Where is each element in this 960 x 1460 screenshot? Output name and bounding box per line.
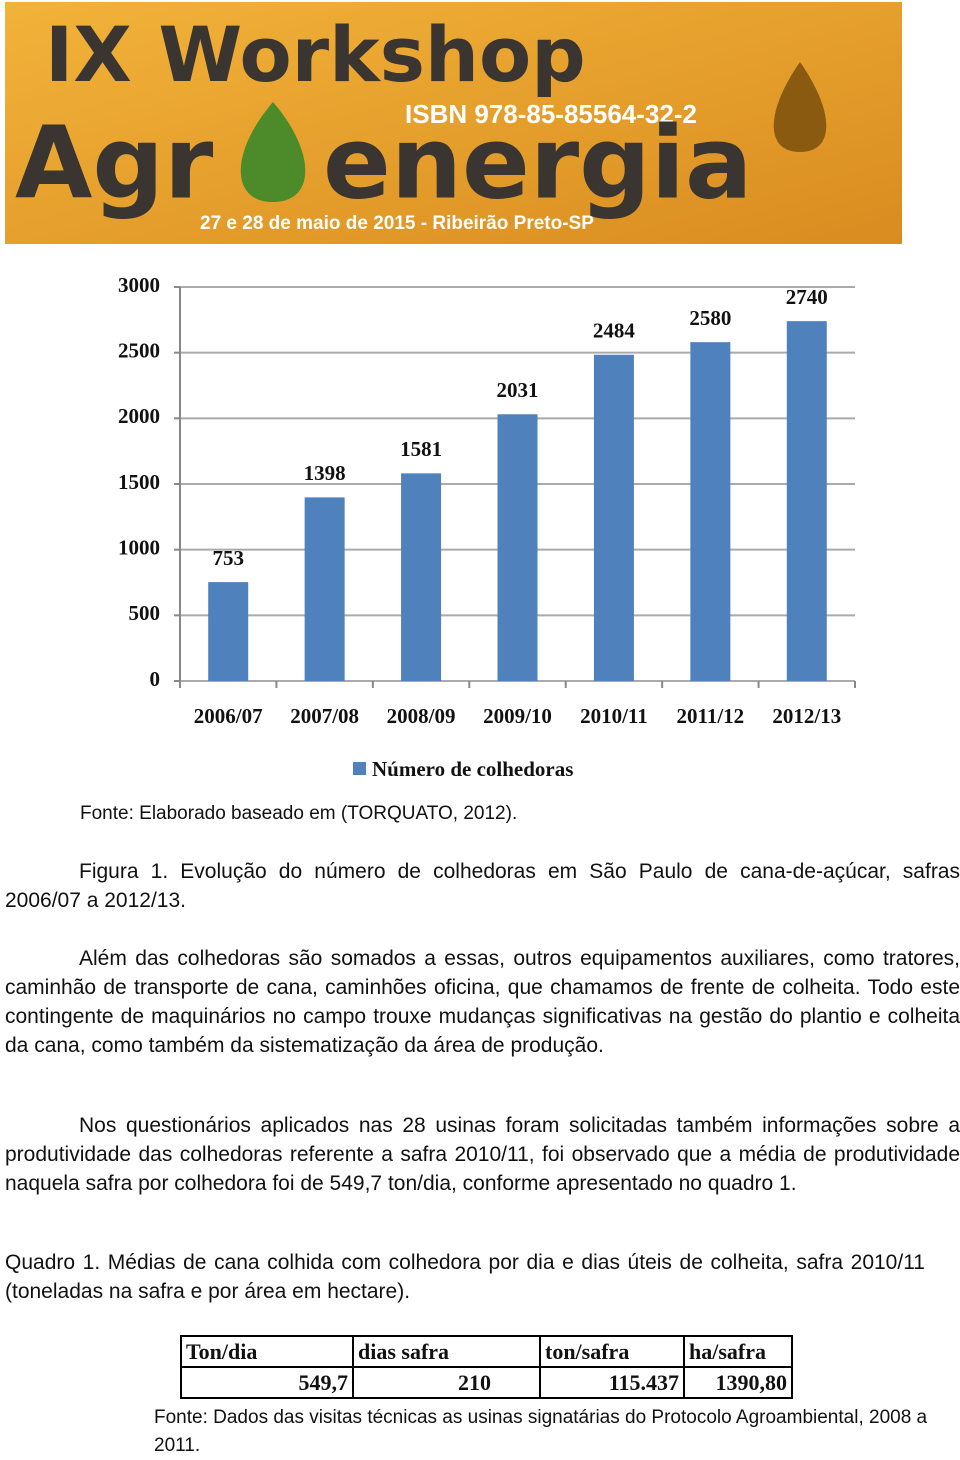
x-tick-label: 2007/08: [290, 704, 359, 728]
table-source: Fonte: Dados das visitas técnicas as usi…: [154, 1407, 928, 1456]
value-label: 2031: [497, 378, 539, 402]
y-tick-label: 2500: [118, 338, 160, 362]
cell: 549,7: [180, 1366, 354, 1399]
table: Ton/dia dias safra ton/safra ha/safra 549,7…: [180, 1335, 793, 1399]
cell: 115.437: [539, 1366, 685, 1399]
y-tick-label: 3000: [118, 273, 160, 297]
isbn: ISBN 978-85-85564-32-2: [405, 99, 697, 129]
figure-caption: Figura 1. Evolução do número de colhedor…: [5, 860, 960, 912]
value-label: 2580: [689, 306, 731, 330]
bar: [208, 582, 249, 681]
header-cell: ton/safra: [539, 1335, 685, 1368]
x-tick-label: 2012/13: [772, 704, 841, 728]
bar: [593, 354, 634, 681]
bar: [304, 497, 345, 681]
y-tick-label: 1000: [118, 535, 160, 559]
header-cell: dias safra: [352, 1335, 541, 1368]
banner-bg: [5, 2, 902, 244]
x-tick-label: 2011/12: [677, 704, 745, 728]
value-label: 2484: [593, 319, 636, 343]
event-date: 27 e 28 de maio de 2015 - Ribeirão Preto…: [200, 213, 594, 234]
bar: [786, 321, 827, 681]
y-tick-label: 0: [150, 667, 161, 691]
workshop-title: IX Workshop: [45, 10, 586, 99]
x-tick-label: 2010/11: [580, 704, 648, 728]
banner: IX Workshop ISBN 978-85-85564-32-2 Agr e…: [5, 2, 902, 244]
bar: [497, 414, 538, 681]
value-label: 2740: [786, 285, 828, 309]
cell: 210: [352, 1366, 541, 1399]
value-label: 1581: [400, 437, 442, 461]
value-label: 753: [212, 546, 244, 570]
oil-drop: [773, 62, 827, 152]
value-label: 1398: [304, 461, 346, 485]
header-cell: ha/safra: [683, 1335, 793, 1368]
brand-end: energia: [323, 104, 753, 221]
bar: [401, 473, 442, 681]
y-tick-label: 1500: [118, 470, 160, 494]
paragraph: Nos questionários aplicados nas 28 usina…: [5, 1114, 960, 1195]
x-tick-label: 2009/10: [483, 704, 552, 728]
chart: 0 500 1000 1500 2000 2500 3000 2006/07 2007/08 20…: [118, 273, 856, 781]
table-caption: Quadro 1. Médias de cana colhida com col…: [5, 1251, 925, 1303]
legend-label: Número de colhedoras: [372, 757, 573, 781]
y-tick-label: 500: [129, 601, 161, 625]
drop-icon: [240, 102, 306, 202]
bar: [690, 342, 731, 681]
legend-swatch: [353, 762, 366, 775]
cell: 1390,80: [683, 1366, 793, 1399]
paragraph: Além das colhedoras são somados a essas,…: [5, 947, 960, 1057]
x-tick-label: 2008/09: [387, 704, 456, 728]
chart-source: Fonte: Elaborado baseado em (TORQUATO, 2…: [80, 803, 518, 824]
y-tick-label: 2000: [118, 404, 160, 428]
brand-start: Agr: [15, 104, 214, 221]
header-cell: Ton/dia: [180, 1335, 354, 1368]
x-tick-label: 2006/07: [194, 704, 263, 728]
